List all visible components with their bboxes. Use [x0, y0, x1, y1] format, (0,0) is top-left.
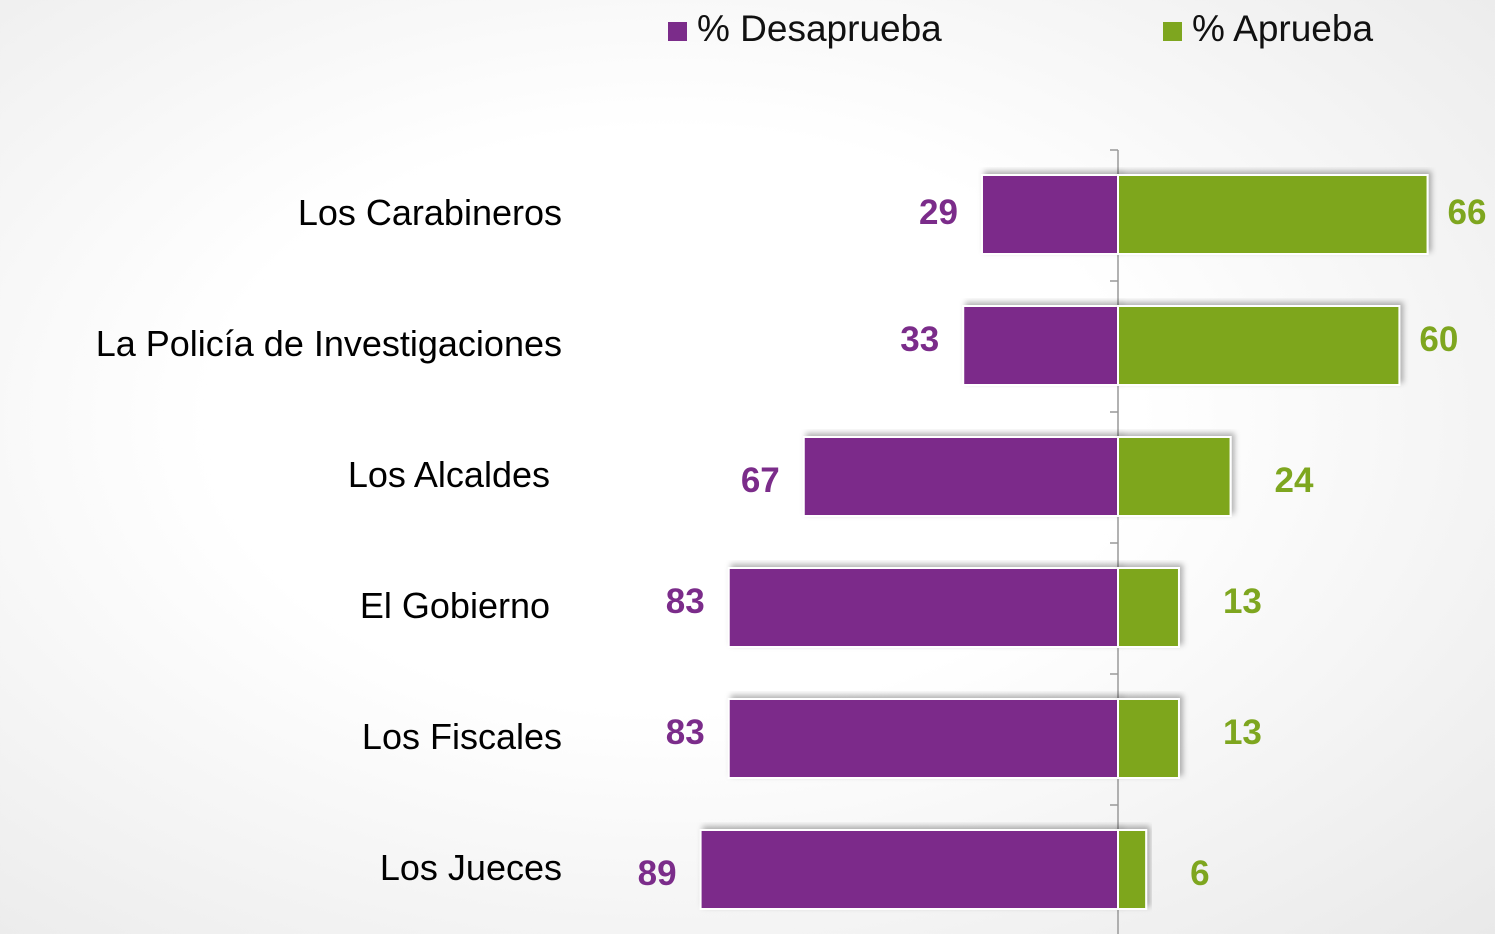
category-label: Los Carabineros — [298, 192, 562, 233]
value-label: 89 — [638, 854, 677, 893]
category-label: Los Jueces — [380, 847, 562, 888]
value-label: 66 — [1448, 193, 1487, 232]
bar — [980, 174, 1119, 255]
value-label: 13 — [1223, 713, 1262, 752]
value-label: 67 — [741, 461, 780, 500]
bar — [1117, 829, 1148, 910]
legend-label: % Desaprueba — [697, 8, 942, 49]
bar — [1117, 698, 1180, 779]
category-label: El Gobierno — [360, 585, 550, 626]
bar — [727, 698, 1119, 779]
value-label: 6 — [1190, 854, 1209, 893]
legend-swatch — [1163, 22, 1182, 41]
bar — [1117, 305, 1401, 386]
bar — [1117, 174, 1429, 255]
value-label: 83 — [666, 713, 705, 752]
bar — [802, 436, 1120, 517]
bar — [699, 829, 1120, 910]
value-label: 33 — [900, 320, 939, 359]
bar — [727, 567, 1119, 648]
value-label: 83 — [666, 582, 705, 621]
bar — [1117, 436, 1232, 517]
value-label: 13 — [1223, 582, 1262, 621]
category-label: Los Fiscales — [362, 716, 562, 757]
category-label: La Policía de Investigaciones — [96, 323, 562, 364]
value-label: 60 — [1419, 320, 1458, 359]
category-label: Los Alcaldes — [348, 454, 550, 495]
bar — [1117, 567, 1180, 648]
value-label: 29 — [919, 193, 958, 232]
value-label: 24 — [1275, 461, 1314, 500]
legend-label: % Aprueba — [1192, 8, 1373, 49]
bar — [962, 305, 1119, 386]
legend-swatch — [668, 22, 687, 41]
